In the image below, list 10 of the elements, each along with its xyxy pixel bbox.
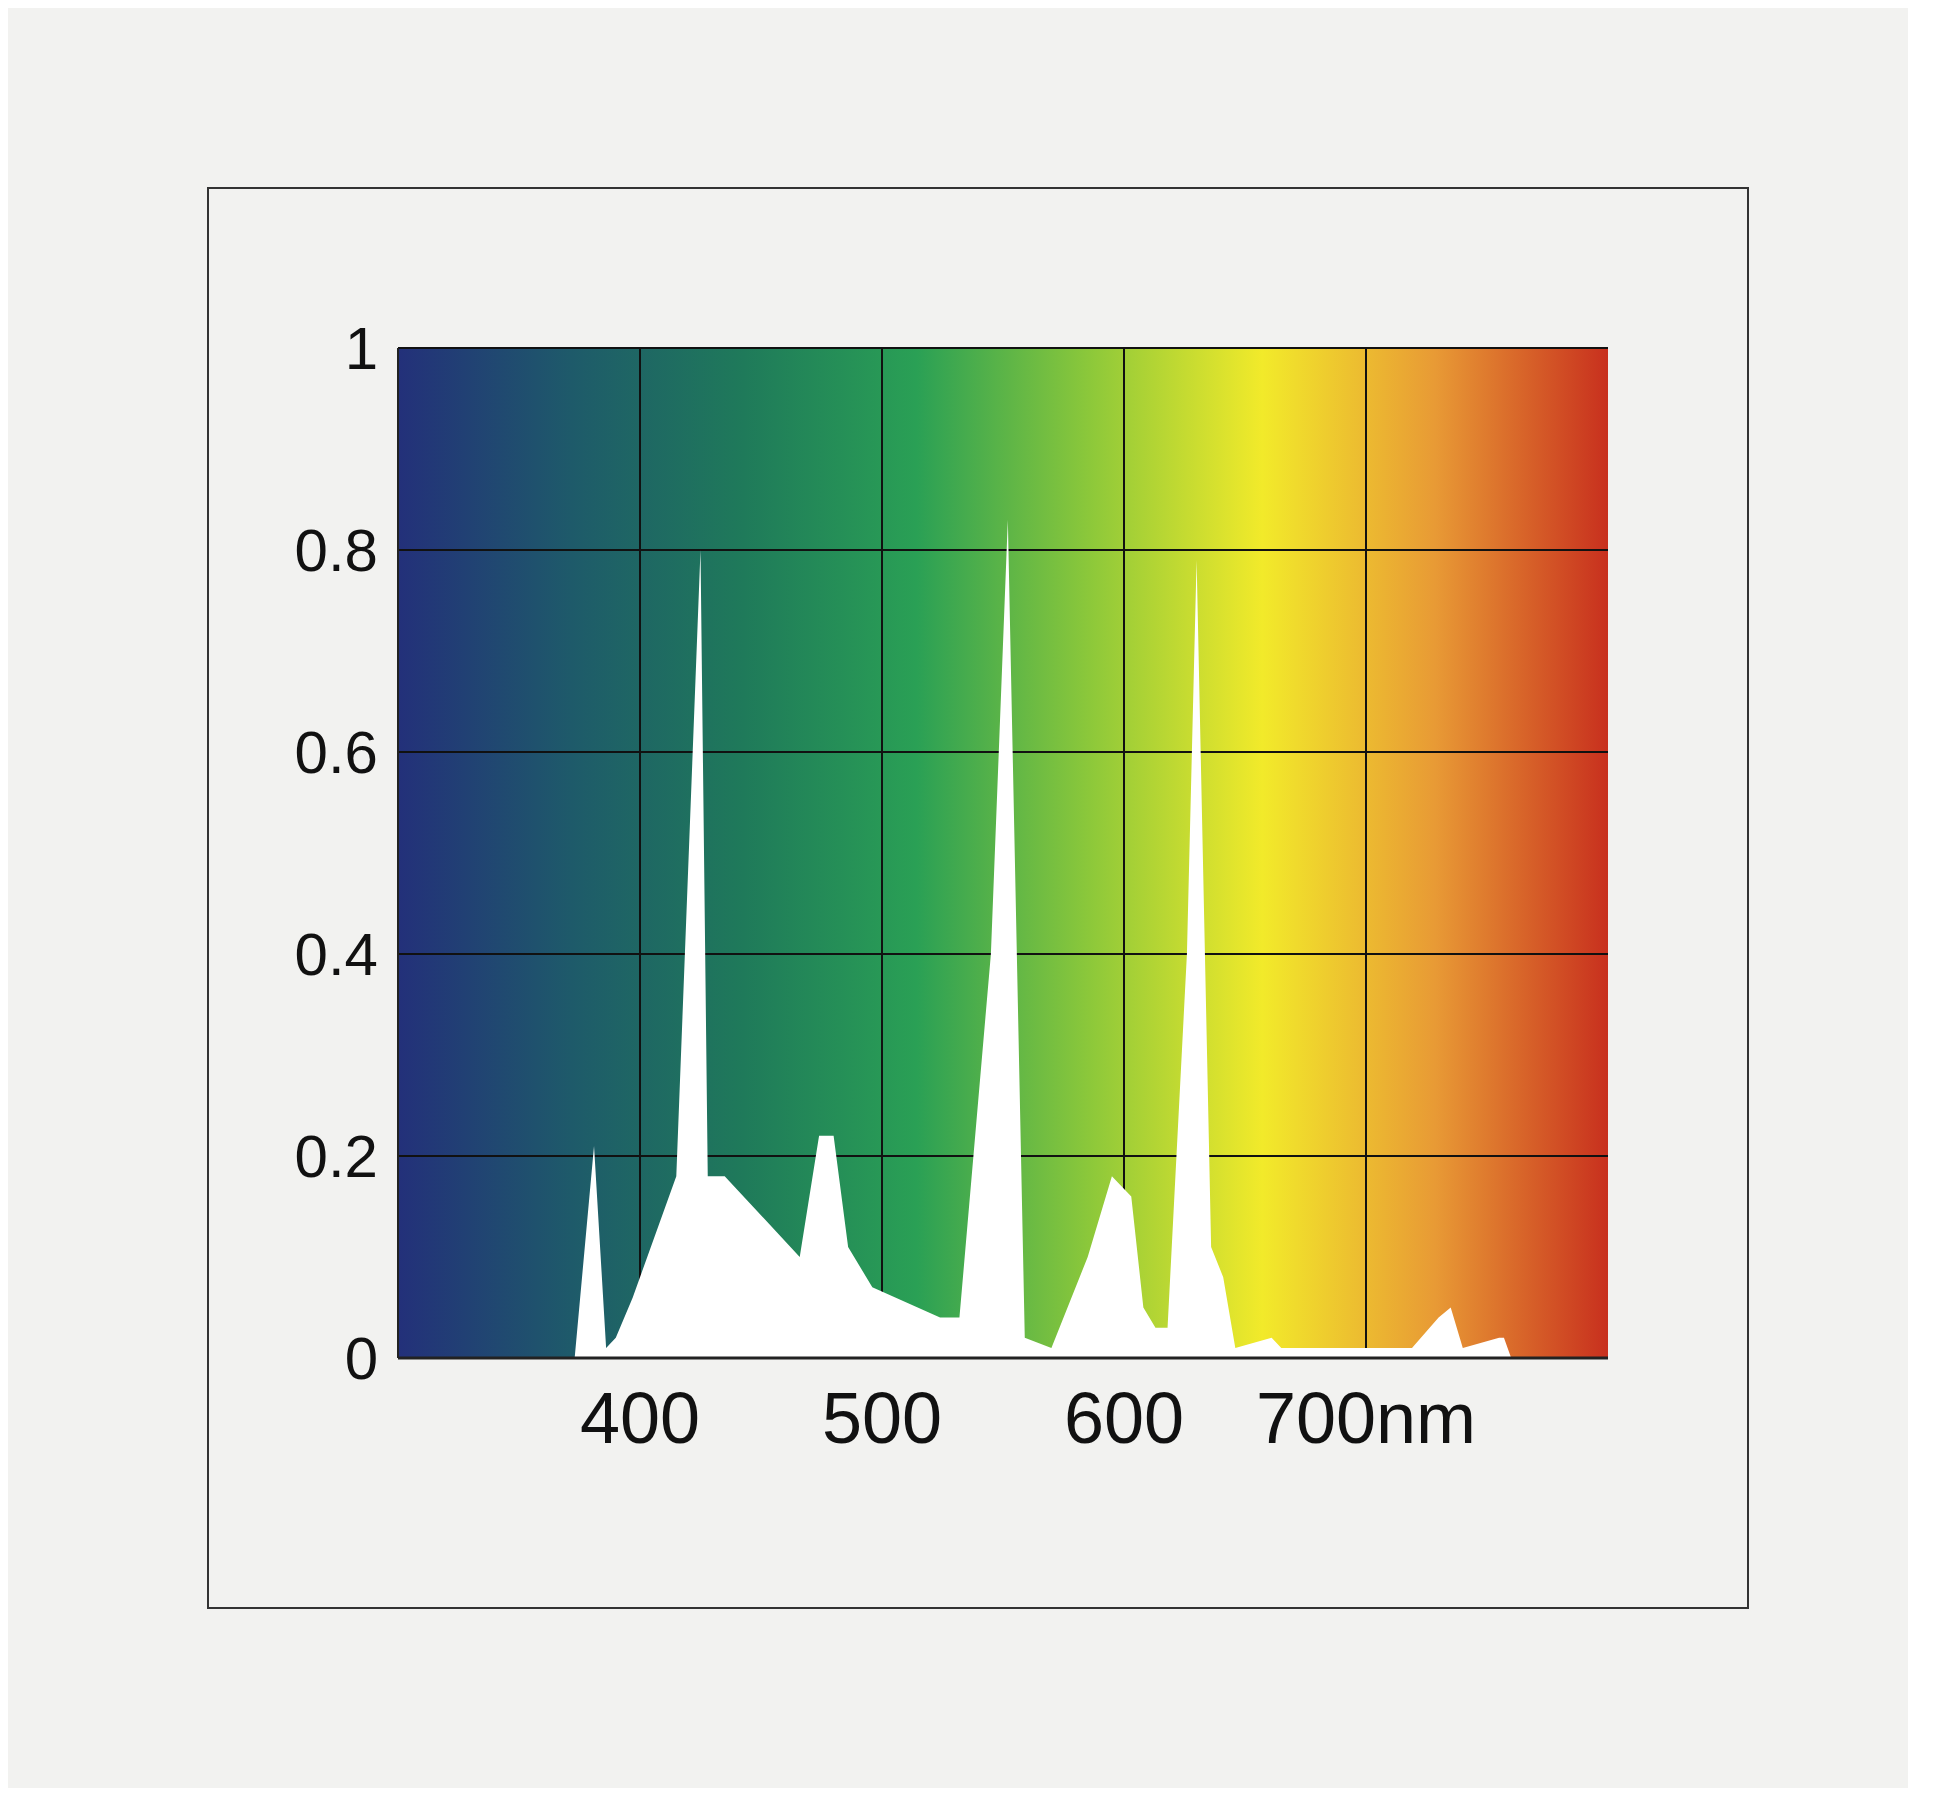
x-tick-label: 500 — [821, 1378, 943, 1458]
x-tick-label: 600 — [1063, 1378, 1185, 1458]
y-tick-label: 0.2 — [294, 1123, 378, 1190]
x-tick-label: 700nm — [1255, 1378, 1477, 1458]
y-tick-label: 0 — [344, 1325, 378, 1392]
x-tick-label: 400 — [579, 1378, 701, 1458]
y-tick-label: 0.4 — [294, 921, 378, 988]
y-tick-label: 0.6 — [294, 719, 378, 786]
y-tick-label: 0.8 — [294, 517, 378, 584]
y-tick-label: 1 — [344, 315, 378, 382]
